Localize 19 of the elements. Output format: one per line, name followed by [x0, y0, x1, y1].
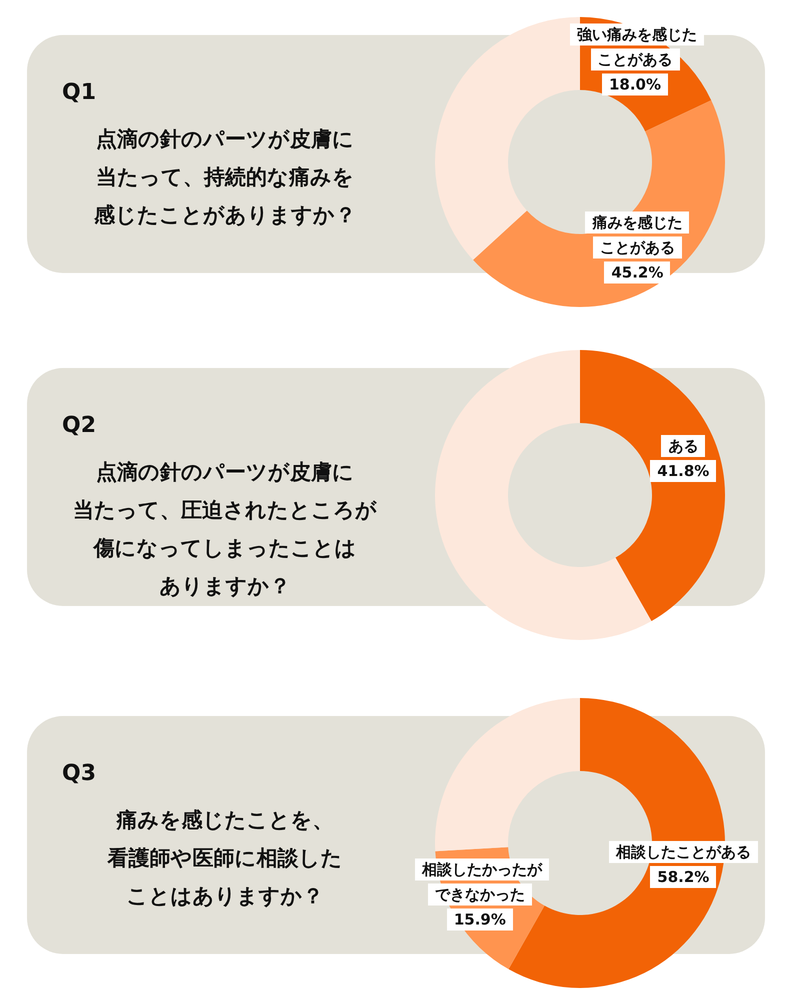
- text: 点滴の針のパーツが皮膚に当たって、持続的な痛みを感じたことがありますか？: [92, 126, 357, 229]
- slice-label: 相談したかったができなかった: [414, 858, 549, 906]
- slice-label: 強い痛みを感じたことがある: [570, 24, 704, 71]
- slice-label: ある: [661, 435, 706, 458]
- text: Q3: [62, 761, 96, 786]
- data-label: 58.2%: [650, 866, 716, 888]
- data-label: 41.8%: [650, 460, 716, 482]
- text: 痛みを感じたことを、看護師や医師に相談したことはありますか？: [106, 807, 344, 910]
- text: Q2: [62, 413, 96, 438]
- data-label: 18.0%: [602, 74, 668, 96]
- data-label: 45.2%: [604, 262, 670, 284]
- donut-slice: [580, 350, 725, 622]
- slice-label: 相談したことがある: [608, 840, 758, 863]
- slice-label: 痛みを感じたことがある: [585, 212, 690, 259]
- donut-slice: [435, 698, 580, 852]
- text: 点滴の針のパーツが皮膚に当たって、圧迫されたところが傷になってしまったことはありますか？: [72, 459, 378, 600]
- data-label: 15.9%: [446, 908, 513, 931]
- donut-slice: [435, 350, 652, 640]
- text: Q1: [62, 80, 96, 105]
